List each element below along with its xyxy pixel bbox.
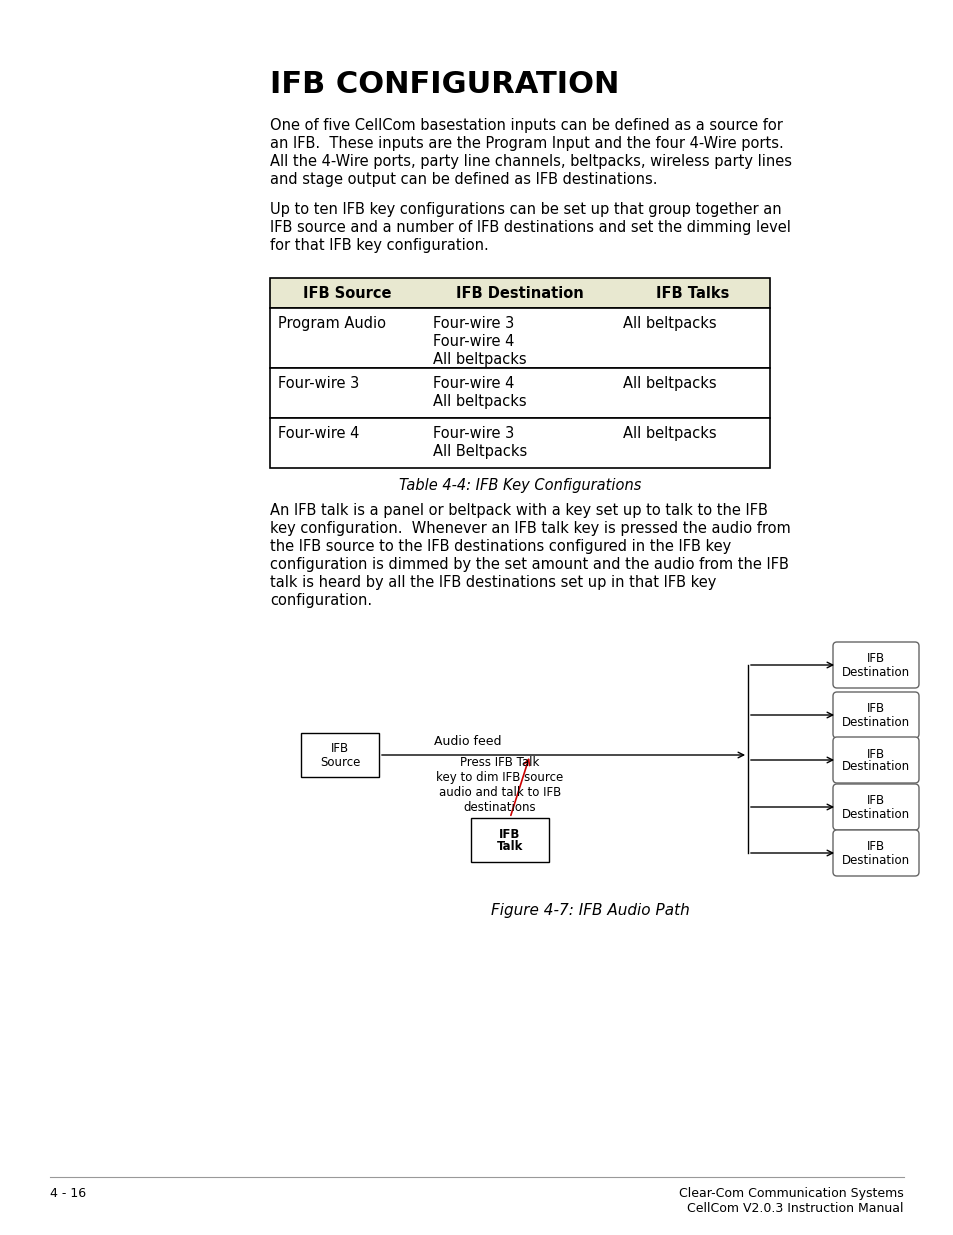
Text: Four-wire 4: Four-wire 4: [433, 333, 514, 350]
Text: Four-wire 3: Four-wire 3: [277, 375, 359, 391]
Text: key configuration.  Whenever an IFB talk key is pressed the audio from: key configuration. Whenever an IFB talk …: [270, 521, 790, 536]
Text: Clear-Com Communication Systems
CellCom V2.0.3 Instruction Manual: Clear-Com Communication Systems CellCom …: [679, 1187, 903, 1215]
Text: IFB source and a number of IFB destinations and set the dimming level: IFB source and a number of IFB destinati…: [270, 220, 790, 235]
Text: for that IFB key configuration.: for that IFB key configuration.: [270, 238, 488, 253]
Text: an IFB.  These inputs are the Program Input and the four 4-Wire ports.: an IFB. These inputs are the Program Inp…: [270, 136, 783, 151]
Text: Figure 4-7: IFB Audio Path: Figure 4-7: IFB Audio Path: [490, 903, 689, 918]
Text: and stage output can be defined as IFB destinations.: and stage output can be defined as IFB d…: [270, 172, 657, 186]
Text: Destination: Destination: [841, 666, 909, 678]
Text: One of five CellCom basestation inputs can be defined as a source for: One of five CellCom basestation inputs c…: [270, 119, 782, 133]
Text: Four-wire 4: Four-wire 4: [433, 375, 514, 391]
Text: IFB Destination: IFB Destination: [456, 285, 583, 300]
Text: Destination: Destination: [841, 853, 909, 867]
Text: IFB: IFB: [866, 841, 884, 853]
Bar: [471, 818, 548, 862]
Text: Program Audio: Program Audio: [277, 316, 386, 331]
Text: IFB CONFIGURATION: IFB CONFIGURATION: [270, 70, 618, 99]
FancyBboxPatch shape: [832, 642, 918, 688]
Text: All Beltpacks: All Beltpacks: [433, 445, 527, 459]
Text: talk is heard by all the IFB destinations set up in that IFB key: talk is heard by all the IFB destination…: [270, 576, 716, 590]
FancyBboxPatch shape: [832, 830, 918, 876]
Bar: [301, 734, 378, 777]
Text: Destination: Destination: [841, 761, 909, 773]
Text: Source: Source: [319, 756, 360, 768]
FancyBboxPatch shape: [832, 737, 918, 783]
Bar: [270, 278, 769, 308]
Text: All beltpacks: All beltpacks: [622, 426, 716, 441]
Text: An IFB talk is a panel or beltpack with a key set up to talk to the IFB: An IFB talk is a panel or beltpack with …: [270, 503, 767, 517]
Text: Four-wire 4: Four-wire 4: [277, 426, 359, 441]
Text: IFB Source: IFB Source: [303, 285, 392, 300]
Text: IFB: IFB: [331, 742, 349, 756]
Text: Up to ten IFB key configurations can be set up that group together an: Up to ten IFB key configurations can be …: [270, 203, 781, 217]
Text: configuration.: configuration.: [270, 593, 372, 608]
Text: IFB: IFB: [866, 652, 884, 666]
Text: configuration is dimmed by the set amount and the audio from the IFB: configuration is dimmed by the set amoun…: [270, 557, 788, 572]
Text: IFB: IFB: [866, 747, 884, 761]
Text: Audio feed: Audio feed: [434, 735, 501, 748]
Text: IFB: IFB: [866, 794, 884, 808]
Text: All beltpacks: All beltpacks: [433, 352, 526, 367]
FancyBboxPatch shape: [832, 692, 918, 739]
Text: 4 - 16: 4 - 16: [50, 1187, 86, 1200]
Text: All beltpacks: All beltpacks: [622, 375, 716, 391]
FancyBboxPatch shape: [832, 784, 918, 830]
Text: All beltpacks: All beltpacks: [433, 394, 526, 409]
Text: Destination: Destination: [841, 808, 909, 820]
Text: IFB: IFB: [498, 827, 520, 841]
Text: Four-wire 3: Four-wire 3: [433, 316, 514, 331]
Text: Table 4-4: IFB Key Configurations: Table 4-4: IFB Key Configurations: [398, 478, 640, 493]
Text: the IFB source to the IFB destinations configured in the IFB key: the IFB source to the IFB destinations c…: [270, 538, 731, 555]
Bar: [270, 308, 769, 368]
Text: Talk: Talk: [497, 841, 522, 853]
Text: Four-wire 3: Four-wire 3: [433, 426, 514, 441]
Bar: [270, 368, 769, 417]
Text: IFB: IFB: [866, 703, 884, 715]
Text: All the 4-Wire ports, party line channels, beltpacks, wireless party lines: All the 4-Wire ports, party line channel…: [270, 154, 791, 169]
Bar: [270, 417, 769, 468]
Text: Destination: Destination: [841, 715, 909, 729]
Text: All beltpacks: All beltpacks: [622, 316, 716, 331]
Text: Press IFB Talk
key to dim IFB source
audio and talk to IFB
destinations: Press IFB Talk key to dim IFB source aud…: [436, 756, 563, 814]
Text: IFB Talks: IFB Talks: [655, 285, 728, 300]
